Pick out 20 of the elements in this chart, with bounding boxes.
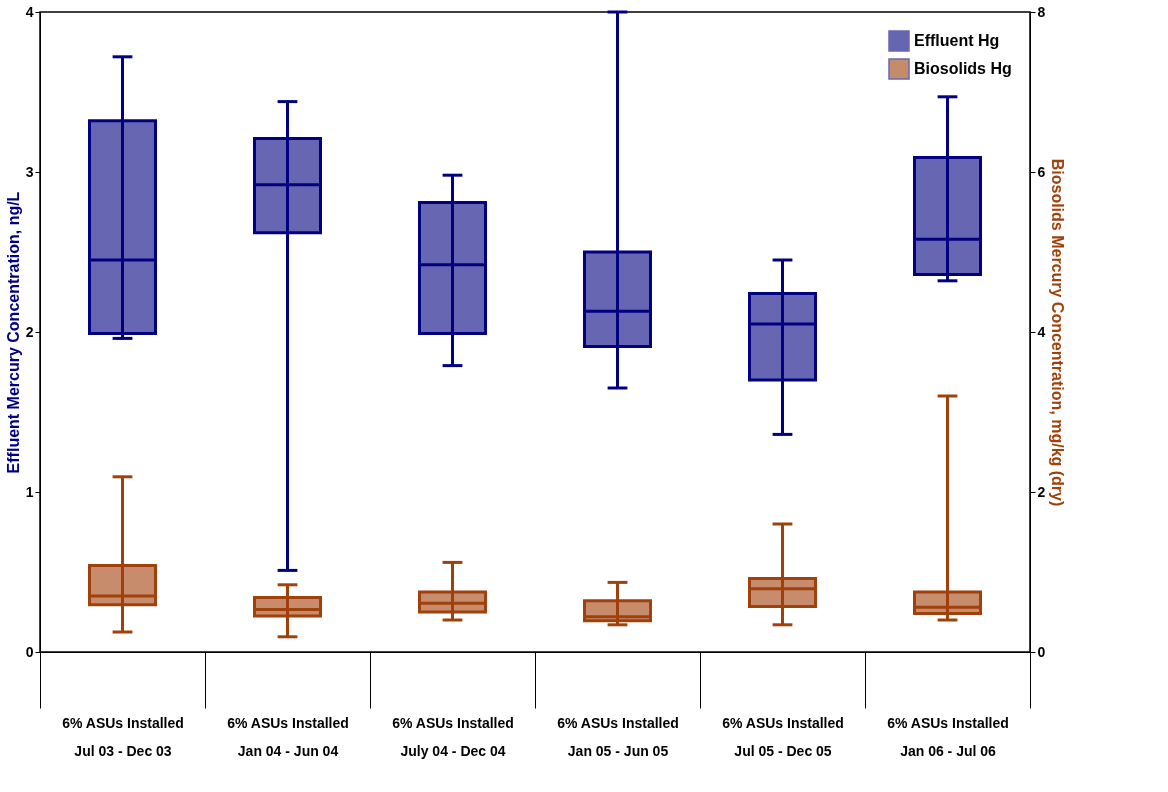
y2-tick-label: 4 — [1037, 323, 1046, 340]
y-tick-label: 4 — [25, 3, 34, 20]
x-tick-label: 6% ASUs Installed Jan 04 - Jun 04 — [227, 714, 349, 759]
y2-tick-label: 8 — [1037, 3, 1046, 20]
y-tick-label: 1 — [25, 483, 34, 500]
x-tick-label: 6% ASUs Installed Jan 06 - Jul 06 — [887, 714, 1009, 759]
y-axis-title: Effluent Mercury Concentration, ng/L — [4, 191, 22, 474]
x-tick-label: 6% ASUs Installed July 04 - Dec 04 — [392, 714, 514, 759]
x-tick-label: 6% ASUs Installed Jul 05 - Dec 05 — [722, 714, 844, 759]
legend-label: Biosolids Hg — [914, 60, 1012, 77]
y2-tick-label: 0 — [1037, 643, 1046, 660]
y2-tick-label: 2 — [1037, 483, 1046, 500]
x-tick-label: 6% ASUs Installed Jan 05 - Jun 05 — [557, 714, 679, 759]
y-tick-label: 2 — [25, 323, 34, 340]
y2-tick-label: 6 — [1037, 163, 1046, 180]
y-tick-label: 0 — [25, 643, 34, 660]
y-tick-label: 3 — [25, 163, 34, 180]
y2-axis-title: Biosolids Mercury Concentration, mg/kg (dry) — [1049, 158, 1067, 507]
x-tick-label: 6% ASUs Installed Jul 03 - Dec 03 — [62, 714, 184, 759]
legend-label: Effluent Hg — [914, 32, 1000, 49]
